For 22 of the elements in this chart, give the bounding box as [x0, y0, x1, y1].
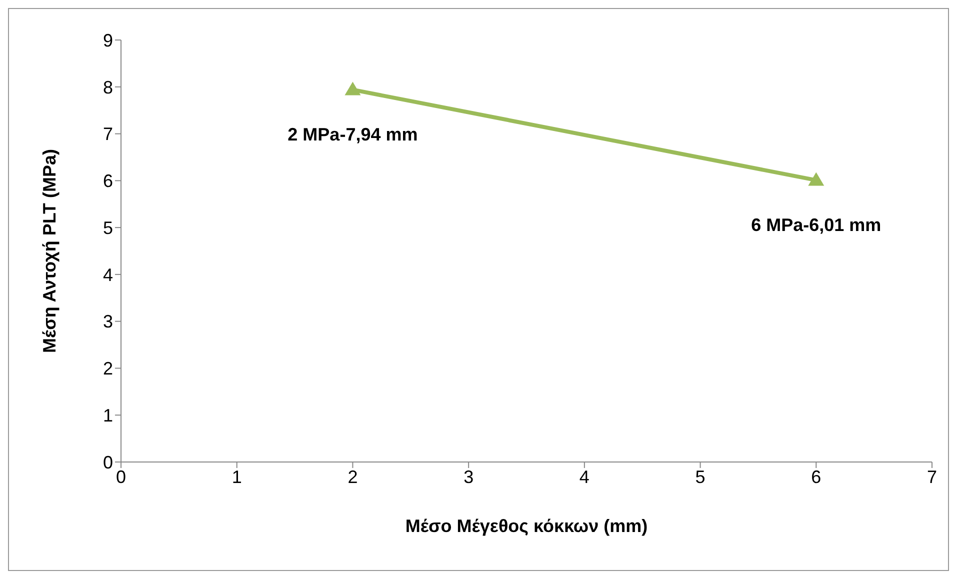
x-tick-label: 0 [116, 466, 126, 487]
x-tick-label: 3 [464, 466, 474, 487]
x-tick-label: 4 [579, 466, 590, 487]
y-tick-label: 7 [102, 124, 113, 144]
annotation: 2 MPa-7,94 mm [288, 124, 418, 144]
y-tick-label: 2 [102, 358, 113, 379]
x-axis-title: Μέσο Μέγεθος κόκκων (mm) [405, 516, 648, 536]
y-tick-label: 1 [102, 406, 113, 426]
y-tick-label: 9 [102, 30, 113, 50]
y-tick-label: 5 [102, 218, 113, 238]
y-tick-label: 6 [102, 171, 113, 192]
x-tick-label: 2 [348, 466, 358, 487]
y-tick-label: 3 [102, 312, 113, 332]
y-tick-label: 0 [102, 452, 113, 472]
x-tick-label: 7 [926, 466, 938, 487]
annotation: 6 MPa-6,01 mm [751, 214, 882, 235]
x-tick-label: 6 [811, 466, 822, 487]
y-axis-title: Μέση Αντοχή PLT (MPa) [39, 149, 60, 353]
x-tick-label: 1 [232, 466, 242, 487]
y-tick-label: 8 [102, 77, 113, 98]
y-tick-label: 4 [102, 264, 113, 285]
x-tick-label: 5 [695, 466, 706, 487]
